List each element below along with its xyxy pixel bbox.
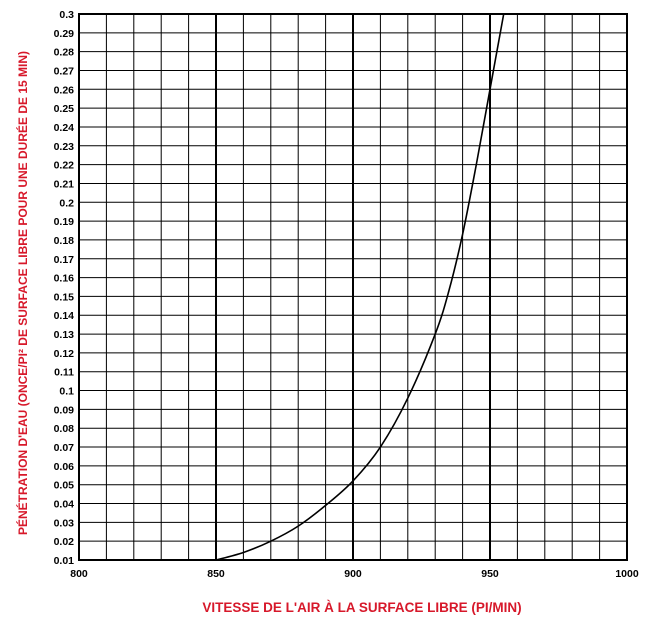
x-axis-title: VITESSE DE L'AIR À LA SURFACE LIBRE (PI/… [202,600,521,615]
y-tick-label: 0.1 [59,386,74,398]
x-tick-label: 800 [70,568,88,580]
y-tick-label: 0.15 [54,291,75,303]
x-tick-label: 950 [481,568,499,580]
y-tick-label: 0.22 [54,160,75,172]
y-tick-label: 0.11 [54,367,74,379]
y-tick-label: 0.29 [54,28,75,40]
y-tick-label: 0.2 [59,197,74,209]
y-tick-label: 0.14 [54,310,75,322]
y-tick-label: 0.09 [54,404,75,416]
y-tick-label: 0.13 [54,329,75,341]
y-tick-label: 0.07 [54,442,75,454]
y-tick-label: 0.06 [54,461,75,473]
y-tick-label: 0.12 [54,348,75,360]
y-tick-label: 0.24 [54,122,75,134]
y-tick-label: 0.03 [54,517,75,529]
y-tick-label: 0.18 [54,235,75,247]
y-tick-label: 0.17 [54,254,75,266]
plot-border [78,13,628,561]
y-tick-label: 0.23 [54,141,75,153]
y-tick-labels: 0.01 0.02 0.03 0.04 0.05 0.06 0.07 0.08 0.09 0.1 0… [54,9,75,567]
y-tick-label: 0.19 [54,216,75,228]
y-axis-title: PÉNÉTRATION D'EAU (ONCE/PI² DE SURFACE L… [15,51,30,535]
y-tick-label: 0.01 [54,555,75,567]
x-tick-label: 900 [344,568,362,580]
y-tick-label: 0.25 [54,103,75,115]
y-tick-label: 0.04 [54,499,75,511]
y-tick-label: 0.08 [54,423,75,435]
y-tick-label: 0.27 [54,65,75,77]
x-tick-label: 1000 [615,568,639,580]
plot-frame [78,13,628,561]
y-tick-label: 0.3 [59,9,74,21]
x-tick-label: 850 [207,568,225,580]
y-tick-label: 0.16 [54,273,75,285]
y-tick-label: 0.02 [54,536,75,548]
grid [78,13,628,561]
y-tick-label: 0.26 [54,84,75,96]
y-tick-label: 0.28 [54,47,75,59]
y-tick-label: 0.05 [54,480,75,492]
x-tick-labels: 800 850 900 950 1000 [70,568,639,580]
y-tick-label: 0.21 [54,178,75,190]
data-curve [215,13,505,561]
